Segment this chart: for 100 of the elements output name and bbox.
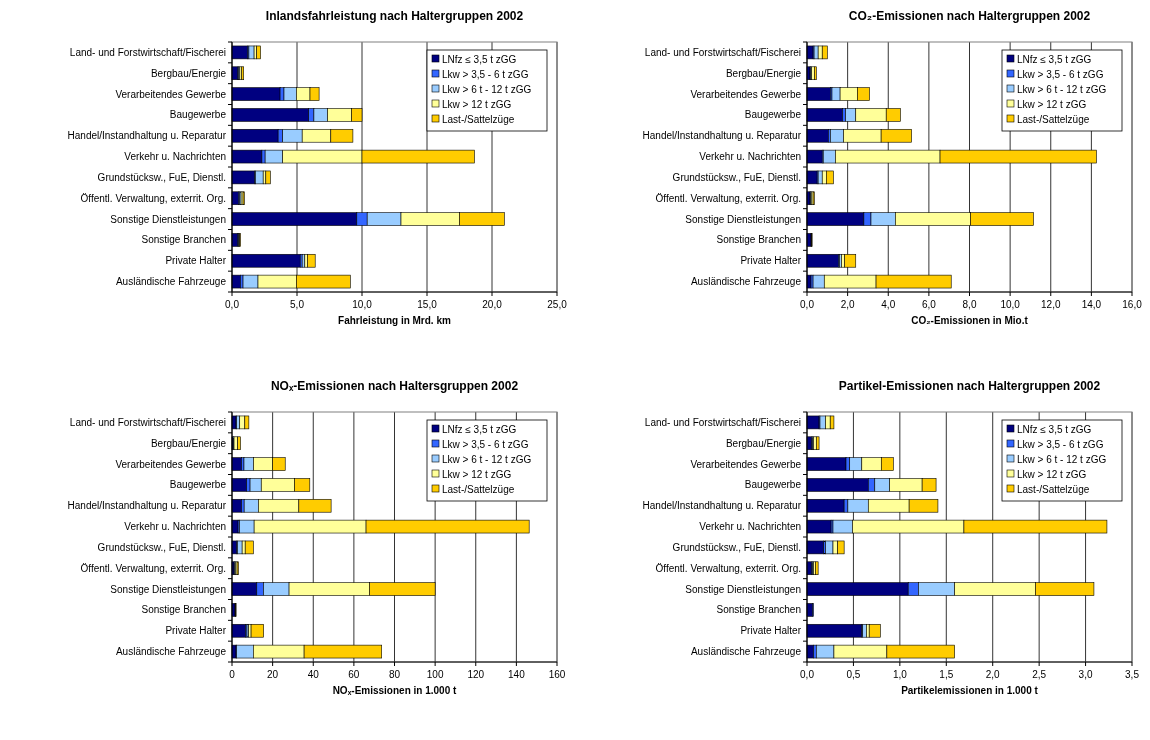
- legend-label: Last-/Sattelzüge: [1017, 483, 1090, 495]
- y-tick-label: Verkehr u. Nachrichten: [124, 151, 226, 163]
- y-tick-label: Öffentl. Verwaltung, exterrit. Org.: [80, 562, 226, 574]
- chart-title: CO₂-Emissionen nach Haltergruppen 2002: [848, 9, 1091, 23]
- y-tick-label: Sonstige Dienstleistungen: [685, 583, 801, 595]
- y-tick-label: Sonstige Branchen: [141, 604, 226, 616]
- y-tick-label: Sonstige Branchen: [141, 234, 226, 246]
- x-tick-label: 60: [348, 669, 360, 680]
- x-tick-label: 0: [229, 669, 236, 680]
- x-tick-label: 6,0: [921, 299, 937, 310]
- y-tick-label: Verarbeitendes Gewerbe: [690, 458, 802, 470]
- y-tick-label: Land- und Forstwirtschaft/Fischerei: [644, 46, 801, 58]
- legend-label: Lkw > 6 t - 12 t zGG: [1017, 83, 1107, 95]
- y-tick-label: Baugewerbe: [169, 479, 227, 491]
- y-tick-label: Handel/Instandhaltung u. Reparatur: [67, 130, 227, 142]
- legend-label: Lkw > 12 t zGG: [1017, 98, 1087, 110]
- y-tick-label: Land- und Forstwirtschaft/Fischerei: [69, 46, 226, 58]
- y-tick-label: Sonstige Branchen: [716, 604, 801, 616]
- y-tick-label: Baugewerbe: [169, 109, 227, 121]
- legend-label: Last-/Sattelzüge: [442, 113, 515, 125]
- y-tick-label: Private Halter: [165, 255, 227, 267]
- x-axis-title: Partikelemissionen in 1.000 t: [901, 685, 1039, 696]
- y-tick-label: Öffentl. Verwaltung, exterrit. Org.: [80, 192, 226, 204]
- y-tick-label: Sonstige Dienstleistungen: [110, 583, 226, 595]
- chart-title: NOₓ-Emissionen nach Haltersgruppen 2002: [270, 379, 519, 393]
- y-tick-label: Verarbeitendes Gewerbe: [690, 88, 802, 100]
- y-tick-label: Bergbau/Energie: [725, 437, 802, 449]
- y-tick-label: Verarbeitendes Gewerbe: [115, 88, 227, 100]
- x-tick-label: 10,0: [352, 299, 373, 310]
- x-tick-label: 25,0: [547, 299, 568, 310]
- legend-label: Lkw > 6 t - 12 t zGG: [1017, 453, 1107, 465]
- x-tick-label: 4,0: [881, 299, 896, 310]
- x-tick-label: 120: [467, 669, 485, 680]
- x-tick-label: 140: [508, 669, 526, 680]
- y-tick-label: Sonstige Dienstleistungen: [685, 213, 801, 225]
- x-tick-label: 8,0: [962, 299, 977, 310]
- legend-label: Lkw > 12 t zGG: [442, 468, 512, 480]
- y-tick-label: Öffentl. Verwaltung, exterrit. Org.: [655, 192, 801, 204]
- x-tick-label: 20: [267, 669, 279, 680]
- x-tick-label: 14,0: [1081, 299, 1102, 310]
- y-tick-label: Ausländische Fahrzeuge: [690, 646, 802, 658]
- y-tick-label: Verkehr u. Nachrichten: [699, 521, 801, 533]
- x-tick-label: 2,0: [985, 669, 1001, 680]
- y-tick-label: Ausländische Fahrzeuge: [115, 276, 227, 288]
- y-tick-label: Sonstige Dienstleistungen: [110, 213, 226, 225]
- legend-label: Lkw > 3,5 - 6 t zGG: [442, 438, 529, 450]
- x-tick-label: 10,0: [1000, 299, 1021, 310]
- x-axis-title: NOₓ-Emissionen in 1.000 t: [332, 685, 458, 696]
- x-tick-label: 0,5: [846, 669, 861, 680]
- x-axis-title: Fahrleistung in Mrd. km: [338, 315, 451, 326]
- chart-title: Inlandsfahrleistung nach Haltergruppen 2002: [265, 9, 524, 23]
- y-tick-label: Grundstücksw., FuE, Dienstl.: [672, 541, 801, 553]
- x-tick-label: 3,5: [1125, 669, 1140, 680]
- x-tick-label: 160: [548, 669, 566, 680]
- y-tick-label: Private Halter: [165, 625, 227, 637]
- y-tick-label: Grundstücksw., FuE, Dienstl.: [97, 171, 226, 183]
- legend-label: LNfz ≤ 3,5 t zGG: [442, 423, 517, 435]
- legend-label: Lkw > 6 t - 12 t zGG: [442, 453, 532, 465]
- y-tick-label: Verkehr u. Nachrichten: [124, 521, 226, 533]
- y-tick-label: Handel/Instandhaltung u. Reparatur: [67, 500, 227, 512]
- legend-label: Lkw > 12 t zGG: [442, 98, 512, 110]
- y-tick-label: Grundstücksw., FuE, Dienstl.: [97, 541, 226, 553]
- y-tick-label: Verarbeitendes Gewerbe: [115, 458, 227, 470]
- x-tick-label: 1,0: [892, 669, 908, 680]
- y-tick-label: Land- und Forstwirtschaft/Fischerei: [644, 416, 801, 428]
- legend-label: Last-/Sattelzüge: [1017, 113, 1090, 125]
- x-tick-label: 5,0: [290, 299, 305, 310]
- legend-label: Lkw > 12 t zGG: [1017, 468, 1087, 480]
- x-axis-title: CO₂-Emissionen in Mio.t: [911, 315, 1029, 326]
- x-tick-label: 100: [426, 669, 444, 680]
- y-tick-label: Öffentl. Verwaltung, exterrit. Org.: [655, 562, 801, 574]
- y-tick-label: Baugewerbe: [744, 479, 802, 491]
- y-tick-label: Land- und Forstwirtschaft/Fischerei: [69, 416, 226, 428]
- x-tick-label: 15,0: [417, 299, 438, 310]
- legend-label: Lkw > 3,5 - 6 t zGG: [1017, 68, 1104, 80]
- x-tick-label: 3,0: [1078, 669, 1093, 680]
- y-tick-label: Ausländische Fahrzeuge: [690, 276, 802, 288]
- legend-label: LNfz ≤ 3,5 t zGG: [1017, 53, 1092, 65]
- y-tick-label: Handel/Instandhaltung u. Reparatur: [642, 130, 802, 142]
- x-tick-label: 2,0: [840, 299, 856, 310]
- y-tick-label: Verkehr u. Nachrichten: [699, 151, 801, 163]
- x-tick-label: 20,0: [482, 299, 503, 310]
- x-tick-label: 0,0: [800, 299, 815, 310]
- legend-label: LNfz ≤ 3,5 t zGG: [1017, 423, 1092, 435]
- x-tick-label: 0,0: [800, 669, 815, 680]
- x-tick-label: 40: [307, 669, 320, 680]
- legend-label: LNfz ≤ 3,5 t zGG: [442, 53, 517, 65]
- y-tick-label: Sonstige Branchen: [716, 234, 801, 246]
- y-tick-label: Grundstücksw., FuE, Dienstl.: [672, 171, 801, 183]
- y-tick-label: Bergbau/Energie: [150, 437, 227, 449]
- y-tick-label: Handel/Instandhaltung u. Reparatur: [642, 500, 802, 512]
- legend-label: Lkw > 3,5 - 6 t zGG: [1017, 438, 1104, 450]
- chart-title: Partikel-Emissionen nach Haltergruppen 2002: [838, 379, 1101, 393]
- y-tick-label: Baugewerbe: [744, 109, 802, 121]
- y-tick-label: Bergbau/Energie: [150, 67, 227, 79]
- y-tick-label: Private Halter: [740, 255, 802, 267]
- legend-label: Lkw > 6 t - 12 t zGG: [442, 83, 532, 95]
- x-tick-label: 80: [388, 669, 401, 680]
- y-tick-label: Private Halter: [740, 625, 802, 637]
- y-tick-label: Bergbau/Energie: [725, 67, 802, 79]
